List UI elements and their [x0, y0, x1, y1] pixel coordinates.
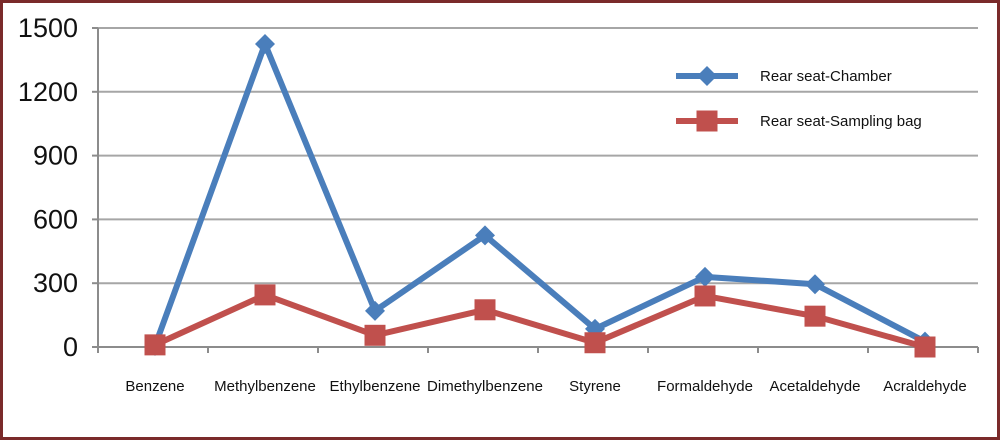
- x-tick-label: Acetaldehyde: [770, 378, 861, 395]
- data-point: [475, 225, 495, 246]
- x-tick-label: Styrene: [569, 378, 621, 395]
- y-tick-label: 600: [33, 204, 78, 234]
- data-point: [365, 300, 385, 321]
- data-point: [804, 305, 826, 327]
- y-tick-label: 900: [33, 141, 78, 171]
- y-tick-label: 300: [33, 268, 78, 298]
- data-point: [254, 284, 276, 306]
- data-point: [364, 324, 386, 346]
- data-point: [255, 33, 275, 54]
- gridlines: [98, 27, 978, 285]
- data-point: [695, 266, 715, 287]
- data-point: [584, 332, 606, 354]
- data-point: [144, 334, 166, 356]
- x-tick-label: Formaldehyde: [657, 378, 753, 395]
- data-point: [474, 299, 496, 321]
- y-tick-label: 1500: [18, 13, 78, 43]
- legend-item: Rear seat-Sampling bag: [676, 110, 922, 132]
- series-2: [152, 291, 928, 350]
- series-line: [152, 40, 928, 349]
- x-tick-labels: Benzene Methylbenzene Ethylbenzene Dimethyl…: [97, 347, 979, 395]
- data-series: [144, 33, 936, 358]
- series-line: [152, 291, 928, 350]
- y-tick-labels: 0 300 600 900 1200 1500: [18, 13, 98, 362]
- legend-item: Rear seat-Chamber: [676, 66, 892, 86]
- data-point: [694, 285, 716, 307]
- legend-label: Rear seat-Chamber: [760, 68, 892, 85]
- legend-label: Rear seat-Sampling bag: [760, 113, 922, 130]
- y-tick-label: 0: [63, 332, 78, 362]
- legend: Rear seat-Chamber Rear seat-Sampling bag: [676, 66, 922, 132]
- legend-marker: [697, 66, 717, 86]
- legend-marker: [696, 110, 718, 132]
- x-tick-label: Dimethylbenzene: [427, 378, 543, 395]
- data-point: [805, 274, 825, 295]
- x-tick-label: Acraldehyde: [883, 378, 966, 395]
- x-tick-label: Benzene: [125, 378, 184, 395]
- data-point: [914, 336, 936, 358]
- y-tick-label: 1200: [18, 77, 78, 107]
- x-tick-label: Methylbenzene: [214, 378, 316, 395]
- series-1: [152, 40, 928, 349]
- x-tick-label: Ethylbenzene: [330, 378, 421, 395]
- series-2-points: [144, 284, 936, 358]
